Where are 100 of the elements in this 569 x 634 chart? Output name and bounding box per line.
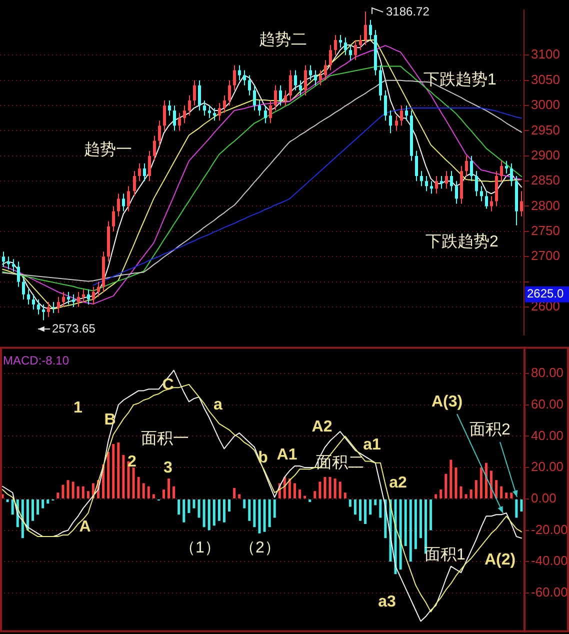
annotation: 面积2 [470,421,511,438]
candlestick [37,298,40,316]
bar [212,499,216,526]
bar [208,499,210,530]
bar [6,499,9,502]
annotation: a [214,396,223,414]
bar [404,499,407,546]
candlestick [465,155,468,177]
bar [137,476,140,498]
annotation: A1 [276,446,298,464]
candlestick [17,261,20,288]
bar [152,494,155,498]
bar [192,499,196,508]
candlestick [143,162,146,182]
bar [132,468,135,498]
candlestick [127,186,130,212]
bar [430,499,432,530]
candlestick [12,258,15,272]
bar [258,499,261,534]
bar [364,499,367,524]
y-tick-label: 2900 [531,147,560,162]
bar [464,494,468,498]
candlestick [510,162,513,187]
candlestick [243,70,246,86]
annotation: A2 [312,418,332,436]
bar [379,499,382,518]
candlestick [112,206,115,232]
y-tick-label: -20.00 [531,522,568,537]
y-tick-label: 2950 [531,122,560,138]
bar [409,499,412,562]
bar [474,480,478,498]
bar [460,486,462,498]
candlestick [57,296,60,314]
y-tick-label: 2800 [531,198,560,213]
bar [440,490,442,498]
bar [147,486,150,498]
candlestick [92,286,95,305]
candlestick [158,120,161,146]
bar [484,462,488,498]
bar [470,490,472,498]
bar [480,468,482,498]
candlestick [122,193,125,212]
annotation: （1） [180,539,220,556]
y-tick-label: 2850 [531,172,560,188]
bar [288,478,291,498]
candlestick [289,70,292,101]
bar [218,499,220,521]
annotation: a3 [378,593,396,610]
candlestick [168,100,171,116]
annotation: 趋势二 [259,30,307,48]
annotation: A [79,518,92,536]
candlestick [384,90,387,122]
bar [520,499,523,512]
bar [338,482,342,498]
bar [188,499,190,514]
bar [369,499,372,515]
candlestick [354,40,357,61]
bar [31,499,34,521]
candlestick [304,64,307,96]
candlestick [450,170,453,192]
y-tick-label: 80.00 [531,365,564,380]
candlestick [274,84,277,112]
bar [42,499,44,508]
candlestick [334,34,337,56]
bar [419,499,422,538]
bar [76,486,80,498]
bar [62,484,64,498]
bar [348,499,352,507]
bar [454,468,458,498]
bar [434,494,438,498]
candlestick [440,176,443,190]
annotation: A(3) [431,393,463,410]
bar [268,499,271,528]
candlestick [369,19,372,41]
bar [36,499,40,515]
candlestick [188,94,191,116]
y-tick-label: 60.00 [531,396,564,412]
candlestick [319,70,322,86]
bar [298,490,302,498]
bar [86,491,90,498]
candlestick [148,150,151,182]
candlestick [173,105,176,132]
candlestick [470,155,473,182]
bar [56,492,60,498]
bar [344,492,346,498]
candlestick [72,294,75,308]
y-tick-label: -60.00 [531,584,568,600]
candlestick [47,301,50,318]
candlestick [269,100,272,124]
candlestick [258,100,261,116]
bar [107,452,110,498]
bar [334,478,336,498]
candlestick [329,44,332,71]
bar [505,492,508,498]
annotation: b [258,449,268,466]
candlestick [32,294,35,310]
candlestick [203,100,206,116]
candlestick [395,115,398,132]
candlestick [253,84,256,112]
bar [46,499,50,504]
